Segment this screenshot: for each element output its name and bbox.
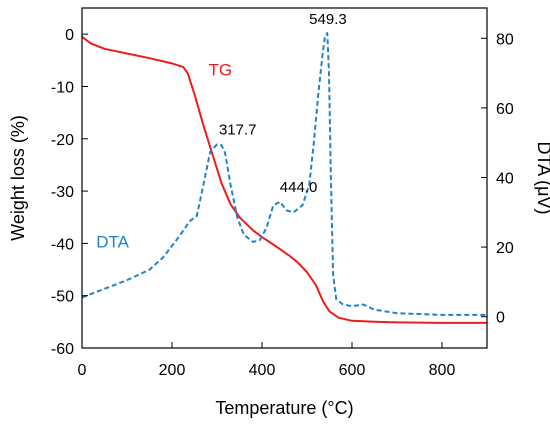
y-left-tick-label: -50 [51,289,74,306]
plot-area [81,32,487,324]
x-axis-title: Temperature (°C) [215,398,353,418]
x-tick-label: 200 [159,362,186,379]
series-label-tg: TG [209,60,233,79]
peak-annotation: 317.7 [219,121,257,138]
annotations: TG DTA 317.7 444.0 549.3 [96,11,346,252]
plot-frame [81,7,488,349]
peak-annotation: 549.3 [309,11,347,28]
y-left-axis-title: Weight loss (%) [8,115,28,241]
y-right-tick-label: 80 [496,31,514,48]
x-tick-label: 400 [249,362,276,379]
series-line-tg [81,36,487,324]
y-right-tick-label: 40 [496,170,514,187]
peak-annotation: 444.0 [280,179,318,196]
y-left-tick-label: -10 [51,79,74,96]
y-right-axis-title: DTA (μV) [534,141,550,214]
x-tick-label: 0 [78,362,87,379]
y-left-tick-label: -60 [51,341,74,358]
y-right-tick-label: 0 [496,310,505,327]
y-left-tick-label: -40 [51,236,74,253]
y-right-tick-label: 20 [496,240,514,257]
axes-ticks: 0 200 400 600 8000-10-20-30-40-50-6002040608… [51,27,514,379]
x-tick-label: 800 [429,362,456,379]
series-label-dta: DTA [96,233,129,252]
x-tick-label: 600 [339,362,366,379]
y-left-tick-label: -20 [51,132,74,149]
y-right-tick-label: 60 [496,101,514,118]
y-left-tick-label: -30 [51,184,74,201]
series-line-dta [81,32,487,316]
y-left-tick-label: 0 [65,27,74,44]
